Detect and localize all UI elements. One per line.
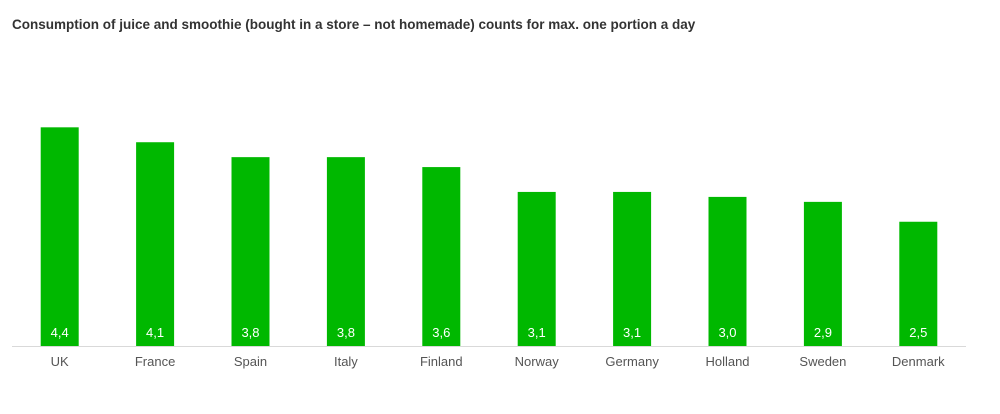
bars-group (40, 127, 938, 346)
bar-germany (613, 191, 652, 346)
category-label-finland: Finland (420, 354, 463, 369)
value-label-italy: 3,8 (337, 325, 355, 340)
bar-sweden (803, 201, 842, 346)
bar-denmark (899, 221, 938, 346)
category-label-uk: UK (51, 354, 69, 369)
bar-holland (708, 196, 747, 346)
category-label-norway: Norway (515, 354, 560, 369)
value-labels-group: 4,4 4,1 3,8 3,8 3,6 3,1 3,1 3,0 2,9 2,5 (51, 325, 928, 340)
category-label-italy: Italy (334, 354, 358, 369)
chart-title: Consumption of juice and smoothie (bough… (12, 17, 696, 32)
value-label-france: 4,1 (146, 325, 164, 340)
value-label-sweden: 2,9 (814, 325, 832, 340)
bar-italy (326, 157, 365, 346)
category-label-denmark: Denmark (892, 354, 945, 369)
value-label-spain: 3,8 (241, 325, 259, 340)
value-label-finland: 3,6 (432, 325, 450, 340)
category-label-spain: Spain (234, 354, 267, 369)
category-label-germany: Germany (605, 354, 659, 369)
bar-uk (40, 127, 79, 346)
category-label-france: France (135, 354, 175, 369)
bar-norway (517, 191, 556, 346)
value-label-uk: 4,4 (51, 325, 69, 340)
bar-spain (231, 157, 270, 346)
value-label-norway: 3,1 (528, 325, 546, 340)
category-labels-group: UK France Spain Italy Finland Norway Germany Ho… (51, 354, 945, 369)
category-label-holland: Holland (705, 354, 749, 369)
value-label-denmark: 2,5 (909, 325, 927, 340)
category-label-sweden: Sweden (799, 354, 846, 369)
bar-france (136, 142, 175, 346)
bar-finland (422, 167, 461, 346)
value-label-germany: 3,1 (623, 325, 641, 340)
value-label-holland: 3,0 (718, 325, 736, 340)
